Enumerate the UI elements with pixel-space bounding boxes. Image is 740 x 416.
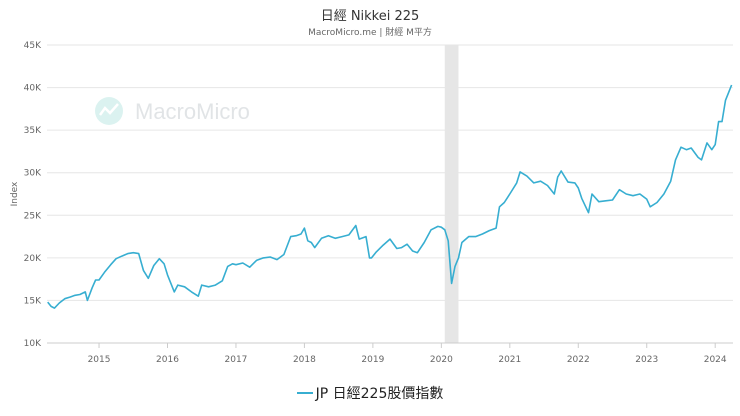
chart-title: 日經 Nikkei 225 xyxy=(320,9,420,24)
y-tick-label: 35K xyxy=(24,126,42,136)
y-tick-label: 20K xyxy=(24,254,42,264)
y-tick-label: 25K xyxy=(24,211,42,221)
chart-subtitle: MacroMicro.me | 財經 M平方 xyxy=(308,28,432,38)
x-tick-label: 2020 xyxy=(430,355,453,365)
y-tick-label: 40K xyxy=(24,84,42,94)
series-line xyxy=(47,84,733,309)
y-tick-label: 30K xyxy=(24,169,42,179)
y-tick-label: 45K xyxy=(24,41,42,51)
legend-swatch xyxy=(296,392,313,394)
y-tick-label: 10K xyxy=(24,339,42,349)
watermark: MacroMicro xyxy=(95,97,250,125)
legend[interactable]: JP 日經225股價指數 xyxy=(0,383,740,403)
x-tick-label: 2024 xyxy=(704,355,727,365)
y-axis-label: Index xyxy=(10,181,20,206)
x-tick-label: 2023 xyxy=(635,355,658,365)
x-tick-label: 2018 xyxy=(293,355,316,365)
x-tick-label: 2016 xyxy=(156,355,179,365)
legend-series-name: JP 日經225股價指數 xyxy=(315,386,444,402)
watermark-text: MacroMicro xyxy=(135,99,250,124)
x-tick-label: 2017 xyxy=(225,355,248,365)
watermark-trend-icon xyxy=(98,103,119,116)
y-tick-label: 15K xyxy=(24,296,42,306)
x-tick-label: 2019 xyxy=(361,355,384,365)
gridlines xyxy=(47,44,733,301)
x-axis-ticks: 2015 2016 2017 2018 2019 2020 2021 2022 2023 2024 xyxy=(88,343,727,365)
shaded-period xyxy=(444,45,459,343)
x-tick-label: 2022 xyxy=(567,355,590,365)
y-axis-ticks: 10K 15K 20K 25K 30K 35K 40K 45K xyxy=(24,41,42,349)
x-tick-label: 2021 xyxy=(498,355,521,365)
x-tick-label: 2015 xyxy=(88,355,111,365)
